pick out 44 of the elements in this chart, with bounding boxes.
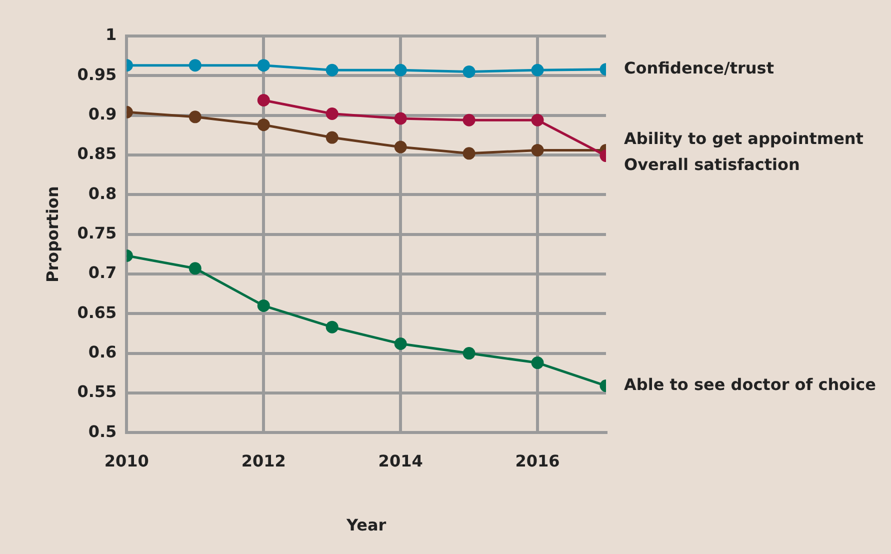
point [188, 59, 202, 72]
y-tick-label: 0.6 [88, 342, 117, 362]
point [188, 262, 202, 275]
series-label: Able to see doctor of choice [624, 374, 876, 394]
point [531, 64, 544, 76]
x-axis-title: Year [346, 516, 386, 535]
x-tick-label: 2012 [241, 451, 286, 470]
series-label: Confidence/trust [624, 58, 774, 78]
y-tick-label: 0.5 [88, 422, 117, 441]
point [462, 114, 476, 126]
point [462, 347, 476, 360]
point [394, 338, 407, 350]
y-tick-label: 0.9 [88, 104, 117, 124]
point [326, 64, 338, 76]
point [394, 112, 407, 125]
point [462, 147, 476, 160]
y-tick-label: 0.7 [88, 263, 117, 282]
point [462, 65, 476, 78]
y-tick-label: 0.55 [77, 382, 117, 402]
series-label: Ability to get appointment [624, 129, 864, 148]
x-tick-label: 2010 [104, 451, 149, 470]
y-tick-label: 0.8 [88, 184, 117, 203]
y-axis-title: Proportion [42, 186, 62, 283]
x-tick-label: 2014 [378, 451, 423, 470]
point [394, 64, 407, 76]
y-tick-label: 0.65 [77, 302, 117, 322]
y-tick-label: 1 [106, 25, 117, 44]
y-tick-label: 0.95 [77, 64, 117, 84]
point [394, 140, 407, 154]
point [257, 59, 270, 72]
point [326, 131, 338, 144]
series-label: Overall satisfaction [624, 155, 800, 174]
point [326, 320, 338, 334]
x-tick-label: 2016 [515, 451, 560, 470]
point [531, 144, 544, 156]
point [257, 299, 270, 312]
point [531, 356, 544, 370]
y-tick-label: 0.85 [77, 144, 117, 164]
point [326, 107, 338, 120]
point [531, 114, 544, 126]
point [188, 110, 202, 124]
point [257, 118, 270, 132]
y-tick-label: 0.75 [77, 223, 117, 242]
point [257, 94, 270, 106]
